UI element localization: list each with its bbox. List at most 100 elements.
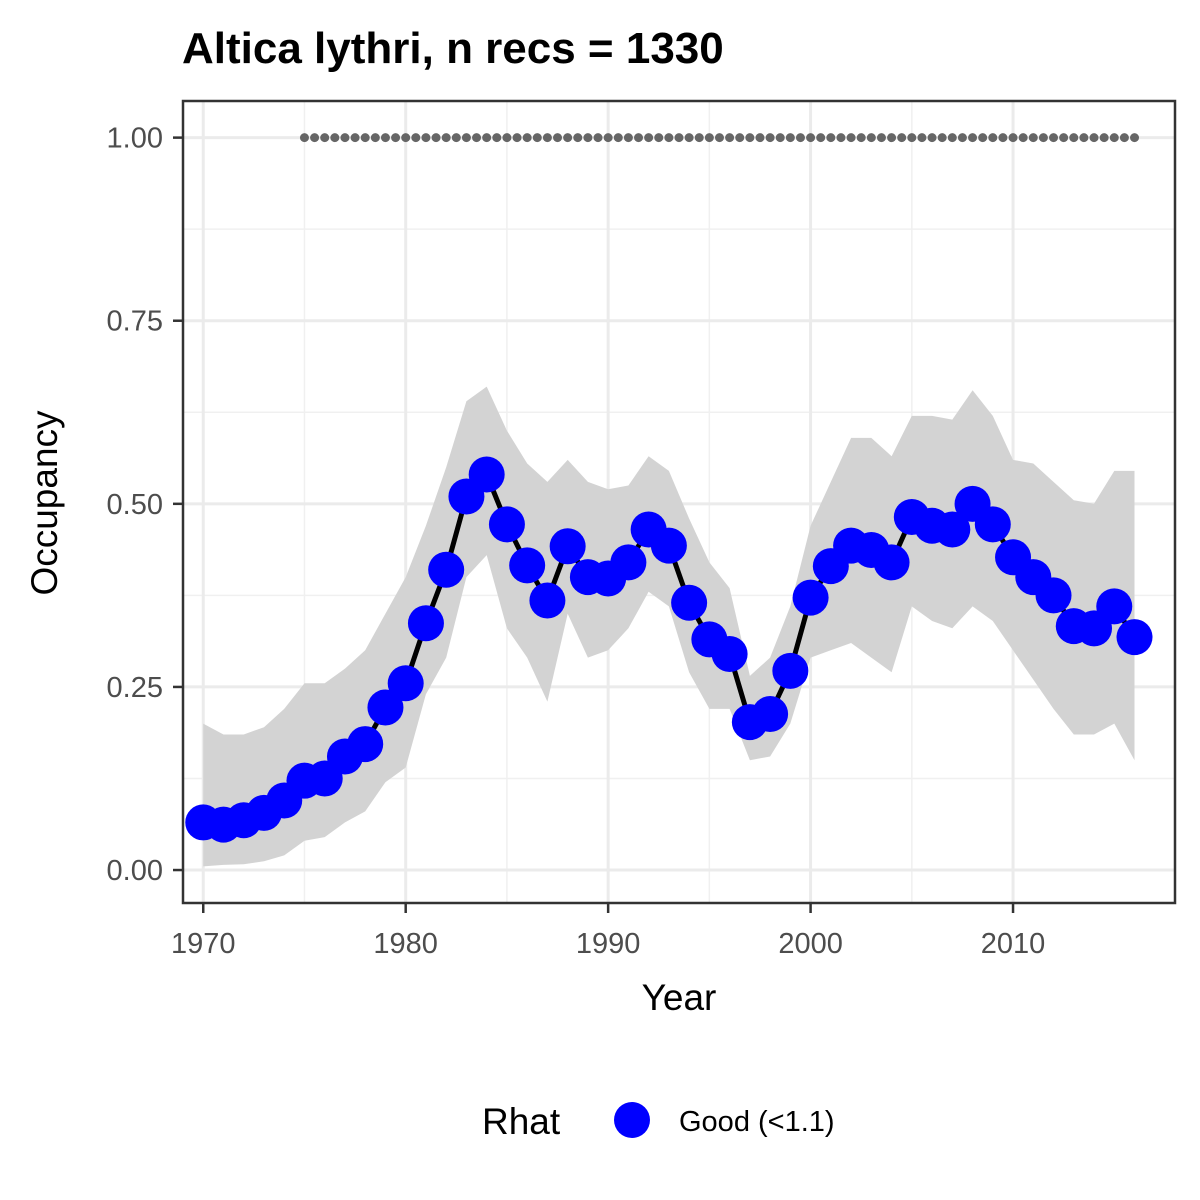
reference-dot [866, 133, 876, 143]
reference-dot [330, 133, 340, 143]
reference-dot [917, 133, 927, 143]
data-point [974, 506, 1011, 543]
reference-dot [765, 133, 775, 143]
legend-label-good: Good (<1.1) [679, 1106, 835, 1138]
chart-title: Altica lythri, n recs = 1330 [182, 24, 724, 73]
data-point [711, 635, 748, 672]
data-point [650, 527, 687, 564]
data-point [367, 689, 404, 726]
reference-dot [512, 133, 522, 143]
reference-dot [451, 133, 461, 143]
y-tick-label: 0.25 [107, 672, 163, 704]
reference-dot [735, 133, 745, 143]
reference-dot [1049, 133, 1059, 143]
x-tick-label: 1980 [373, 928, 438, 960]
reference-dot [654, 133, 664, 143]
reference-dot [522, 133, 532, 143]
reference-dot [573, 133, 583, 143]
reference-dot [1038, 133, 1048, 143]
reference-dot [775, 133, 785, 143]
reference-dot [1008, 133, 1018, 143]
reference-dot [806, 133, 816, 143]
reference-dot [674, 133, 684, 143]
reference-dot [502, 133, 512, 143]
y-tick-label: 0.50 [107, 489, 163, 521]
reference-dot [947, 133, 957, 143]
data-point [509, 547, 546, 584]
reference-dot [613, 133, 623, 143]
x-tick-label: 2010 [981, 928, 1046, 960]
reference-dot [816, 133, 826, 143]
data-point [792, 579, 829, 616]
data-point [549, 528, 586, 565]
data-point [468, 456, 505, 493]
reference-dot [482, 133, 492, 143]
reference-dot [1059, 133, 1069, 143]
reference-dot [1119, 133, 1129, 143]
reference-dot [634, 133, 644, 143]
data-point [752, 696, 789, 733]
data-point [873, 544, 910, 581]
reference-dot [988, 133, 998, 143]
reference-dot [553, 133, 563, 143]
reference-dot [856, 133, 866, 143]
data-point [772, 652, 809, 689]
legend-title: Rhat [482, 1101, 561, 1142]
reference-dot [927, 133, 937, 143]
reference-dot [876, 133, 886, 143]
reference-dot [644, 133, 654, 143]
reference-dot [755, 133, 765, 143]
reference-dot [795, 133, 805, 143]
data-point [407, 605, 444, 642]
reference-dot [593, 133, 603, 143]
reference-dot [684, 133, 694, 143]
data-point [610, 544, 647, 581]
legend: Rhat Good (<1.1) [482, 1101, 835, 1142]
plot-area: 0.00 0.25 0.50 0.75 1.00 1970 1980 1990 2000 2010 [107, 99, 1177, 960]
reference-dot [968, 133, 978, 143]
reference-dot [664, 133, 674, 143]
reference-dot [957, 133, 967, 143]
reference-dot [299, 133, 309, 143]
reference-dot [907, 133, 917, 143]
x-tick-label: 1970 [171, 928, 236, 960]
reference-dot [745, 133, 755, 143]
data-point [529, 582, 566, 619]
data-point [1035, 577, 1072, 614]
reference-dot [694, 133, 704, 143]
reference-dot [340, 133, 350, 143]
reference-dot [978, 133, 988, 143]
data-point [671, 584, 708, 621]
x-tick-label: 1990 [576, 928, 641, 960]
y-axis-title: Occupancy [24, 410, 65, 596]
reference-dot [1109, 133, 1119, 143]
reference-dot [461, 133, 471, 143]
reference-dot [421, 133, 431, 143]
reference-dot [472, 133, 482, 143]
reference-dot [563, 133, 573, 143]
data-point [428, 551, 465, 588]
reference-dot [937, 133, 947, 143]
reference-dot [411, 133, 421, 143]
panel-border [181, 99, 1177, 905]
reference-dot [714, 133, 724, 143]
reference-dot [725, 133, 735, 143]
reference-dot [1089, 133, 1099, 143]
data-point [347, 726, 384, 763]
reference-dot [704, 133, 714, 143]
reference-dot [431, 133, 441, 143]
x-axis-title: Year [642, 977, 717, 1018]
reference-dot [785, 133, 795, 143]
reference-dot [350, 133, 360, 143]
data-point [1116, 619, 1153, 656]
reference-dot [887, 133, 897, 143]
reference-dot [441, 133, 451, 143]
data-point [934, 511, 971, 548]
reference-dot [542, 133, 552, 143]
reference-dot [1018, 133, 1028, 143]
reference-dot [1069, 133, 1079, 143]
reference-dot [320, 133, 330, 143]
reference-dot [310, 133, 320, 143]
reference-dot [401, 133, 411, 143]
